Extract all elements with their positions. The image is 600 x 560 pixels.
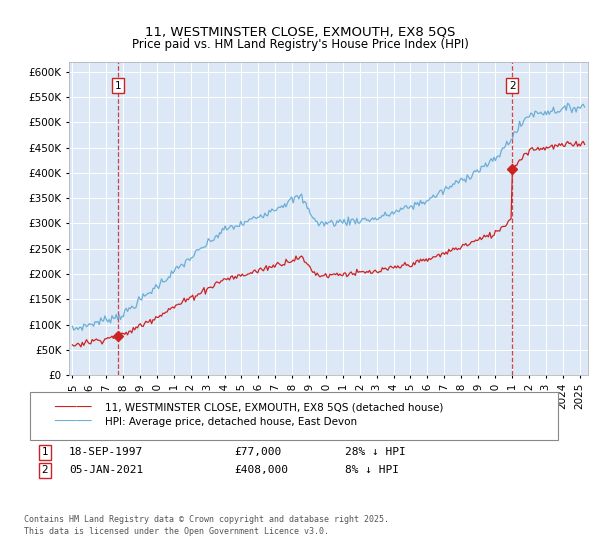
- Text: 18-SEP-1997: 18-SEP-1997: [69, 447, 143, 458]
- Text: ─────: ─────: [54, 401, 91, 414]
- Text: £77,000: £77,000: [234, 447, 281, 458]
- Text: 11, WESTMINSTER CLOSE, EXMOUTH, EX8 5QS (detached house): 11, WESTMINSTER CLOSE, EXMOUTH, EX8 5QS …: [105, 403, 443, 413]
- Text: 05-JAN-2021: 05-JAN-2021: [69, 465, 143, 475]
- Text: 2: 2: [41, 465, 49, 475]
- Text: Contains HM Land Registry data © Crown copyright and database right 2025.
This d: Contains HM Land Registry data © Crown c…: [24, 515, 389, 536]
- Text: £408,000: £408,000: [234, 465, 288, 475]
- Text: 28% ↓ HPI: 28% ↓ HPI: [345, 447, 406, 458]
- Text: ─────: ─────: [54, 415, 91, 428]
- Text: 1: 1: [41, 447, 49, 458]
- Text: 11, WESTMINSTER CLOSE, EXMOUTH, EX8 5QS: 11, WESTMINSTER CLOSE, EXMOUTH, EX8 5QS: [145, 25, 455, 38]
- Text: Price paid vs. HM Land Registry's House Price Index (HPI): Price paid vs. HM Land Registry's House …: [131, 38, 469, 50]
- Text: 1: 1: [115, 81, 122, 91]
- Text: 8% ↓ HPI: 8% ↓ HPI: [345, 465, 399, 475]
- Text: 2: 2: [509, 81, 515, 91]
- Text: HPI: Average price, detached house, East Devon: HPI: Average price, detached house, East…: [105, 417, 357, 427]
